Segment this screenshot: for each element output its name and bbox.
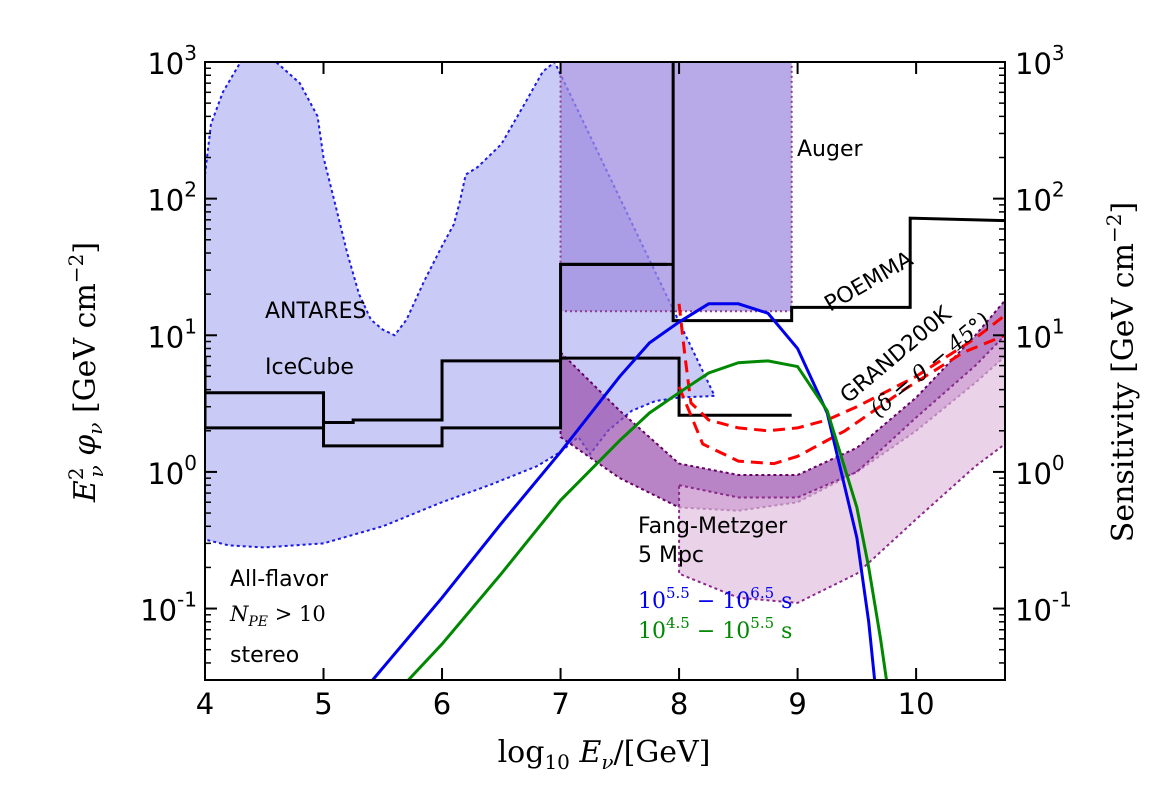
y-tick-label-right: 102 xyxy=(1015,178,1065,218)
y-tick-label-left: 103 xyxy=(147,41,197,81)
tick-layer: 4 5 6 7 8 9 10 10-1 10-1 100 100 101 101 102 102 103 103 xyxy=(140,41,1072,721)
series-line-10-5-5-10-6-5-s xyxy=(370,302,877,680)
y-tick-label-left: 10-1 xyxy=(140,588,197,628)
y-tick-label-left: 101 xyxy=(147,314,197,354)
y-axis-title-right: Sensitivity [GeV cm−2] xyxy=(1102,202,1141,542)
label-icecube: IceCube xyxy=(265,355,354,380)
band-grand200k xyxy=(678,333,1005,604)
y-tick-label-right: 10-1 xyxy=(1015,588,1072,628)
band-second-band xyxy=(559,62,793,313)
series-line-grand200k-sensitivity xyxy=(677,303,1005,433)
series-line-icecube xyxy=(205,356,792,448)
x-tick-label: 4 xyxy=(196,687,214,721)
x-axis-title: log10 Eν/[GeV] xyxy=(498,735,711,774)
label-auger: Auger xyxy=(797,137,863,162)
y-tick-label-right: 101 xyxy=(1015,314,1065,354)
line-layer xyxy=(205,62,1005,680)
label-fang-1: Fang-Metzger xyxy=(638,514,788,539)
label-allflavor: All-flavor xyxy=(230,567,329,592)
x-tick-label: 5 xyxy=(314,687,332,721)
label-antares: ANTARES xyxy=(265,299,366,324)
series-line-auger-step xyxy=(671,62,1005,323)
y-tick-label-right: 100 xyxy=(1015,451,1065,491)
band-layer xyxy=(205,62,1005,604)
series-line-antares xyxy=(205,262,674,430)
x-tick-label: 6 xyxy=(433,687,451,721)
y-tick-label-left: 102 xyxy=(147,178,197,218)
x-tick-label: 10 xyxy=(898,687,935,721)
label-green-range: 104.5 − 105.5 s xyxy=(638,614,792,644)
plot-frame xyxy=(204,61,1006,681)
x-tick-label: 8 xyxy=(670,687,688,721)
series-line-grand200k-sensitivity-2 xyxy=(677,333,1005,466)
y-tick-label-right: 103 xyxy=(1015,41,1065,81)
label-blue-range: 105.5 − 106.5 s xyxy=(638,584,792,614)
y-tick-label-left: 100 xyxy=(147,451,197,491)
label-fang-2: 5 Mpc xyxy=(638,543,704,568)
band-poemma xyxy=(559,298,1005,512)
y-axis-title-left: E2ν φν [GeV cm−2] xyxy=(64,242,108,503)
x-tick-label: 7 xyxy=(551,687,569,721)
label-stereo: stereo xyxy=(230,643,299,668)
series-line-10-4-5-10-5-5-s xyxy=(406,359,888,680)
label-npe: NPE > 10 xyxy=(229,602,326,630)
x-tick-label: 9 xyxy=(788,687,806,721)
